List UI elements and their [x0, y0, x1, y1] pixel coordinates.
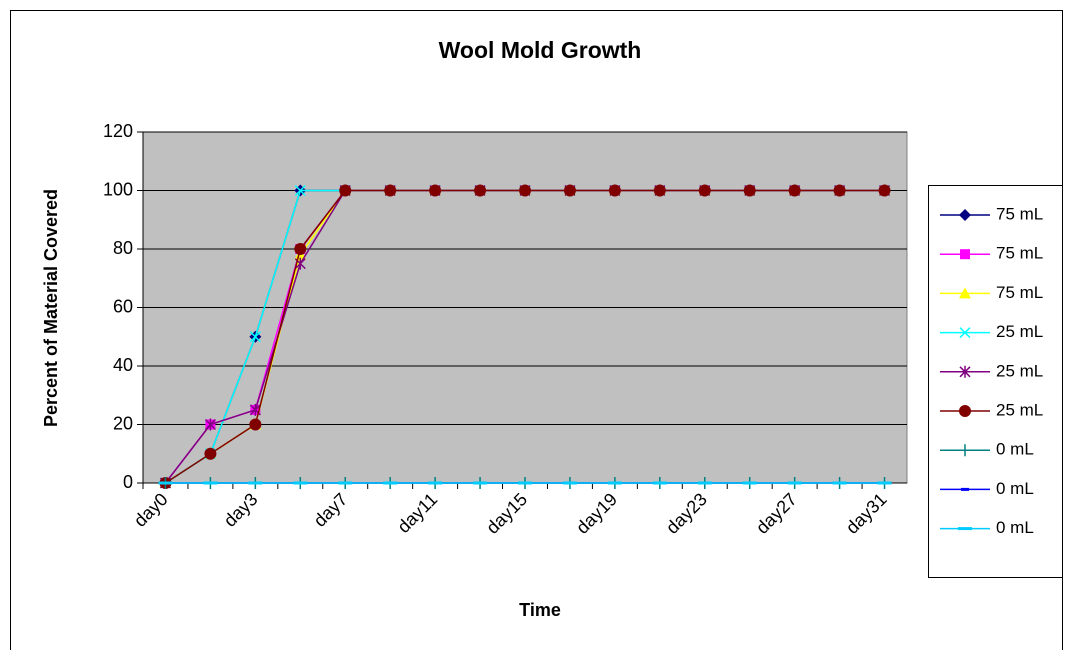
y-tick-label: 20 — [113, 413, 133, 433]
legend-label: 0 mL — [996, 479, 1034, 498]
data-point — [294, 184, 306, 197]
legend-label: 75 mL — [996, 204, 1043, 223]
data-point — [562, 481, 577, 485]
data-point — [518, 481, 532, 485]
legend-marker — [959, 287, 971, 299]
data-point — [652, 481, 667, 485]
y-axis-title: Percent of Material Covered — [41, 189, 61, 427]
data-point — [519, 184, 531, 197]
x-axis-title: Time — [519, 600, 561, 620]
data-point — [249, 418, 262, 431]
data-point — [698, 184, 711, 197]
data-point — [384, 184, 397, 197]
legend-label: 0 mL — [996, 518, 1034, 537]
data-point — [563, 184, 576, 197]
data-point — [338, 481, 353, 485]
legend-marker — [959, 444, 971, 457]
data-point — [607, 481, 622, 485]
data-point — [249, 331, 261, 343]
data-point — [878, 184, 891, 197]
data-point — [653, 184, 666, 197]
data-point — [742, 481, 757, 485]
data-point — [877, 481, 892, 485]
legend-label: 25 mL — [996, 400, 1043, 419]
data-point — [428, 481, 443, 485]
legend-label: 25 mL — [996, 322, 1043, 341]
y-tick-label: 80 — [113, 238, 133, 258]
data-point — [833, 184, 846, 197]
data-point — [339, 184, 352, 197]
legend-marker — [961, 487, 969, 491]
y-tick-label: 60 — [113, 296, 133, 316]
data-point — [787, 481, 802, 485]
data-point — [473, 481, 488, 485]
y-tick-label: 40 — [113, 355, 133, 375]
legend-marker — [959, 405, 971, 417]
legend-label: 75 mL — [996, 244, 1043, 263]
data-point — [788, 184, 801, 197]
chart-title: Wool Mold Growth — [439, 37, 642, 63]
data-point — [743, 184, 756, 197]
data-point — [204, 447, 217, 460]
legend-box — [928, 185, 1063, 578]
data-point — [474, 184, 487, 197]
y-tick-label: 100 — [103, 179, 133, 199]
data-point — [204, 418, 216, 431]
legend-marker — [958, 527, 972, 531]
legend-marker — [959, 209, 971, 221]
data-point — [697, 481, 712, 485]
data-point — [383, 481, 398, 485]
data-point — [158, 481, 173, 485]
data-point — [294, 243, 307, 255]
data-point — [203, 481, 218, 485]
y-tick-label: 0 — [123, 472, 133, 492]
legend-label: 75 mL — [996, 283, 1043, 302]
legend-marker — [960, 249, 970, 260]
y-tick-label: 120 — [103, 121, 133, 141]
data-point — [248, 481, 263, 485]
legend-label: 25 mL — [996, 361, 1043, 380]
data-point — [608, 184, 621, 197]
legend-label: 0 mL — [996, 440, 1034, 459]
data-point — [293, 481, 308, 485]
data-point — [429, 184, 442, 197]
data-point — [832, 481, 847, 485]
legend-marker — [959, 327, 971, 339]
legend-marker — [959, 365, 971, 378]
